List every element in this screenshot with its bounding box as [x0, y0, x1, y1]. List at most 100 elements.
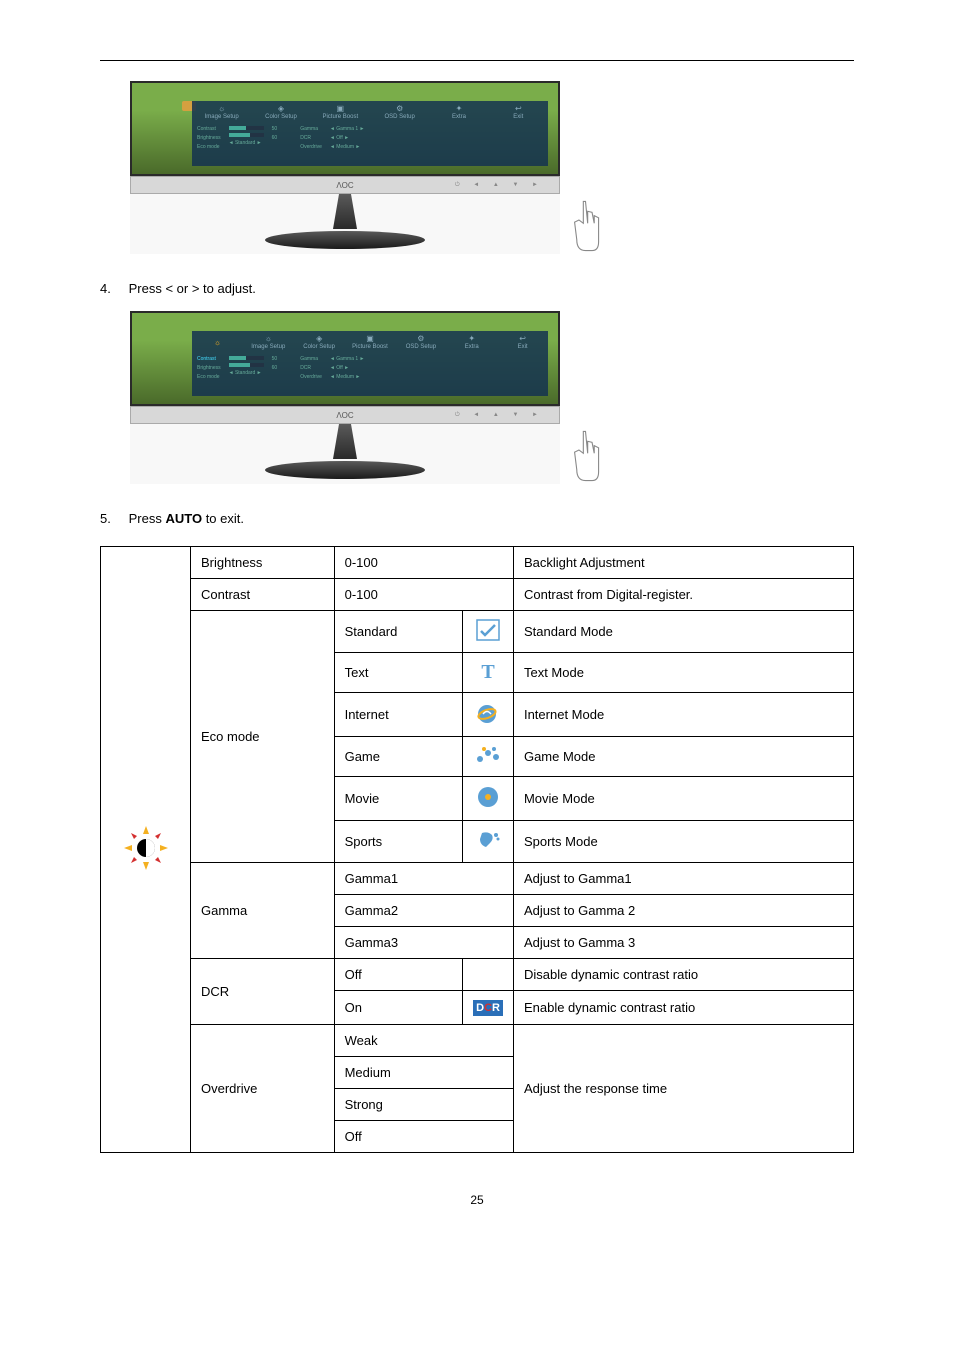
dcr-name: On	[334, 991, 463, 1025]
osd-tabs: ☼Image Setup ◈Color Setup ▣Picture Boost…	[192, 101, 548, 123]
step-instruction-after: to exit.	[202, 511, 244, 526]
eco-mode-desc: Internet Mode	[513, 693, 853, 737]
luminance-category-icon-cell	[101, 547, 191, 1153]
overdrive-name: Medium	[334, 1057, 513, 1089]
overdrive-name: Weak	[334, 1025, 513, 1057]
table-row: DCR Off Disable dynamic contrast ratio	[101, 959, 854, 991]
osd-settings: Contrast Brightness Eco mode ◄ Standard …	[192, 353, 548, 396]
osd-tab-luminance: ☼	[192, 331, 243, 353]
step-instruction-bold: AUTO	[165, 511, 202, 526]
dcr-desc: Enable dynamic contrast ratio	[513, 991, 853, 1025]
monitor-screenshot-1: ☼Image Setup ◈Color Setup ▣Picture Boost…	[130, 81, 600, 261]
page-number: 25	[100, 1193, 854, 1207]
osd-setting-row: Overdrive	[300, 374, 322, 380]
osd-menu: ☼ ☼Image Setup ◈Color Setup ▣Picture Boo…	[192, 331, 548, 396]
osd-setting-row: Brightness	[197, 365, 221, 371]
overdrive-name: Strong	[334, 1089, 513, 1121]
monitor-base	[265, 231, 425, 249]
bezel-logo: ΛOC	[336, 411, 353, 420]
osd-tab-color: ◈Color Setup	[294, 331, 345, 353]
step-instruction: Press < or > to adjust.	[129, 281, 256, 296]
gamma-desc: Adjust to Gamma 3	[513, 927, 853, 959]
table-row: Gamma Gamma1 Adjust to Gamma1	[101, 863, 854, 895]
osd-setting-row: Eco mode	[197, 144, 221, 150]
osd-tab-exit: ↩Exit	[489, 101, 548, 123]
step-instruction-before: Press	[129, 511, 166, 526]
osd-setting-row: Gamma	[300, 126, 322, 132]
osd-value: ◄ Gamma 1 ►	[330, 356, 365, 362]
osd-setting-row: Contrast	[197, 356, 221, 362]
dcr-off-icon	[463, 959, 514, 991]
movie-mode-icon	[463, 777, 514, 821]
osd-value: 60	[272, 365, 278, 371]
osd-value: ◄ Gamma 1 ►	[330, 126, 365, 132]
setting-label: Brightness	[191, 547, 335, 579]
gamma-desc: Adjust to Gamma 2	[513, 895, 853, 927]
luminance-icon	[121, 823, 171, 873]
osd-tabs: ☼ ☼Image Setup ◈Color Setup ▣Picture Boo…	[192, 331, 548, 353]
osd-setting-row: Brightness	[197, 135, 221, 141]
bezel-buttons: ⏻ ◄ ▲ ▼ ►	[455, 412, 544, 419]
settings-table: Brightness 0-100 Backlight Adjustment Co…	[100, 546, 854, 1153]
osd-tab-label: Extra	[452, 114, 466, 120]
osd-tab-image: ☼Image Setup	[192, 101, 251, 123]
table-row: Brightness 0-100 Backlight Adjustment	[101, 547, 854, 579]
osd-value: ◄ Standard ►	[229, 140, 264, 146]
eco-mode-desc: Sports Mode	[513, 821, 853, 863]
osd-slider	[229, 126, 264, 130]
setting-label: DCR	[191, 959, 335, 1025]
table-row: Overdrive Weak Adjust the response time	[101, 1025, 854, 1057]
osd-tab-picture: ▣Picture Boost	[311, 101, 370, 123]
osd-tab-osd: ⚙OSD Setup	[370, 101, 429, 123]
eco-mode-desc: Standard Mode	[513, 611, 853, 653]
osd-slider	[229, 363, 264, 367]
osd-value: ◄ Medium ►	[330, 374, 365, 380]
monitor-bezel: ΛOC ⏻ ◄ ▲ ▼ ►	[130, 406, 560, 424]
standard-mode-icon	[463, 611, 514, 653]
internet-mode-icon	[463, 693, 514, 737]
osd-tab-label: Exit	[518, 344, 528, 350]
osd-tab-label: Color Setup	[265, 114, 297, 120]
setting-range: 0-100	[334, 547, 513, 579]
setting-desc: Backlight Adjustment	[513, 547, 853, 579]
osd-value: 50	[272, 356, 278, 362]
monitor-stand	[315, 424, 375, 459]
monitor-screenshot-2: ☼ ☼Image Setup ◈Color Setup ▣Picture Boo…	[130, 311, 600, 491]
step-5-text: 5. Press AUTO to exit.	[100, 511, 854, 526]
osd-tab-exit: ↩Exit	[497, 331, 548, 353]
table-row: Eco mode Standard Standard Mode	[101, 611, 854, 653]
osd-value: ◄ Off ►	[330, 365, 365, 371]
table-row: Contrast 0-100 Contrast from Digital-reg…	[101, 579, 854, 611]
setting-label: Overdrive	[191, 1025, 335, 1153]
osd-menu: ☼Image Setup ◈Color Setup ▣Picture Boost…	[192, 101, 548, 166]
setting-label: Gamma	[191, 863, 335, 959]
dcr-name: Off	[334, 959, 463, 991]
osd-tab-extra: ✦Extra	[446, 331, 497, 353]
monitor-base	[265, 461, 425, 479]
osd-setting-row: DCR	[300, 365, 322, 371]
text-mode-icon: T	[463, 653, 514, 693]
osd-tab-label: Image Setup	[251, 344, 285, 350]
osd-tab-image: ☼Image Setup	[243, 331, 294, 353]
osd-value: 60	[272, 135, 278, 141]
overdrive-desc: Adjust the response time	[513, 1025, 853, 1153]
osd-setting-row: DCR	[300, 135, 322, 141]
setting-range: 0-100	[334, 579, 513, 611]
overdrive-name: Off	[334, 1121, 513, 1153]
bezel-buttons: ⏻ ◄ ▲ ▼ ►	[455, 182, 544, 189]
osd-tab-label: Exit	[513, 114, 523, 120]
osd-tab-label: Image Setup	[205, 114, 239, 120]
eco-mode-desc: Movie Mode	[513, 777, 853, 821]
osd-tab-color: ◈Color Setup	[251, 101, 310, 123]
monitor-display: ☼ ☼Image Setup ◈Color Setup ▣Picture Boo…	[130, 311, 560, 406]
eco-mode-name: Standard	[334, 611, 463, 653]
gamma-desc: Adjust to Gamma1	[513, 863, 853, 895]
setting-label: Eco mode	[191, 611, 335, 863]
osd-tab-label: Picture Boost	[322, 114, 358, 120]
eco-mode-name: Movie	[334, 777, 463, 821]
eco-mode-desc: Text Mode	[513, 653, 853, 693]
osd-tab-label: Color Setup	[303, 344, 335, 350]
osd-tab-label: OSD Setup	[384, 114, 414, 120]
setting-desc: Contrast from Digital-register.	[513, 579, 853, 611]
eco-mode-name: Game	[334, 737, 463, 777]
